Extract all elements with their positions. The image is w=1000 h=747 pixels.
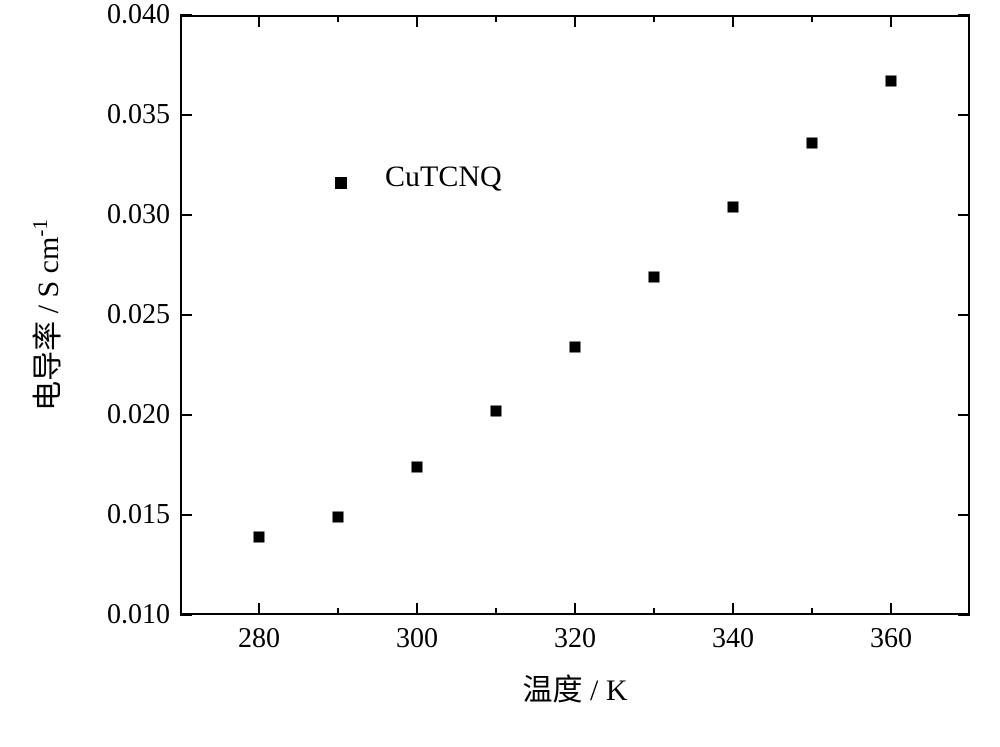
- x-tick-top: [890, 15, 892, 27]
- y-tick: [180, 214, 192, 216]
- x-tick: [890, 603, 892, 615]
- data-point: [649, 272, 660, 283]
- y-tick-label: 0.030: [90, 199, 170, 231]
- chart-container: 280 300 320 340 360 0.010 0.015 0.020 0.025 0.030…: [0, 0, 1000, 747]
- x-minor-tick-top: [495, 15, 497, 22]
- x-tick: [258, 603, 260, 615]
- x-tick: [416, 603, 418, 615]
- x-minor-tick: [495, 608, 497, 615]
- legend-marker: [335, 177, 347, 189]
- y-tick-label: 0.040: [90, 0, 170, 31]
- y-tick: [180, 514, 192, 516]
- x-minor-tick-top: [337, 15, 339, 22]
- y-tick-right: [958, 314, 970, 316]
- y-tick-label: 0.015: [90, 499, 170, 531]
- x-tick: [574, 603, 576, 615]
- data-point: [254, 532, 265, 543]
- data-point: [570, 342, 581, 353]
- y-tick: [180, 14, 192, 16]
- data-point: [333, 512, 344, 523]
- y-tick-right: [958, 514, 970, 516]
- data-point: [412, 462, 423, 473]
- y-tick: [180, 614, 192, 616]
- y-tick-right: [958, 414, 970, 416]
- x-tick-label: 280: [238, 623, 280, 655]
- legend-text: CuTCNQ: [385, 160, 502, 194]
- x-axis-label: 温度 / K: [523, 665, 628, 709]
- data-point: [728, 202, 739, 213]
- y-tick-label: 0.010: [90, 599, 170, 631]
- x-minor-tick: [811, 608, 813, 615]
- y-tick-right: [958, 14, 970, 16]
- x-tick-top: [258, 15, 260, 27]
- y-axis-label-super: -1: [28, 219, 52, 237]
- x-minor-tick-top: [653, 15, 655, 22]
- y-tick: [180, 414, 192, 416]
- x-minor-tick-top: [811, 15, 813, 22]
- y-tick-label: 0.035: [90, 99, 170, 131]
- x-minor-tick: [653, 608, 655, 615]
- y-tick: [180, 314, 192, 316]
- x-tick-label: 360: [870, 623, 912, 655]
- y-tick: [180, 114, 192, 116]
- y-axis-label-text: 电导率 / S cm: [32, 237, 65, 411]
- x-minor-tick: [337, 608, 339, 615]
- x-tick-top: [574, 15, 576, 27]
- x-tick-top: [416, 15, 418, 27]
- x-tick-top: [732, 15, 734, 27]
- y-tick-right: [958, 614, 970, 616]
- plot-area: [180, 15, 970, 615]
- y-tick-right: [958, 214, 970, 216]
- data-point: [491, 406, 502, 417]
- data-point: [807, 138, 818, 149]
- x-tick: [732, 603, 734, 615]
- x-tick-label: 300: [396, 623, 438, 655]
- x-tick-label: 340: [712, 623, 754, 655]
- y-axis-label: 电导率 / S cm-1: [23, 219, 67, 411]
- x-axis-label-text: 温度 / K: [523, 674, 628, 707]
- y-tick-label: 0.020: [90, 399, 170, 431]
- data-point: [886, 76, 897, 87]
- x-tick-label: 320: [554, 623, 596, 655]
- y-tick-label: 0.025: [90, 299, 170, 331]
- y-tick-right: [958, 114, 970, 116]
